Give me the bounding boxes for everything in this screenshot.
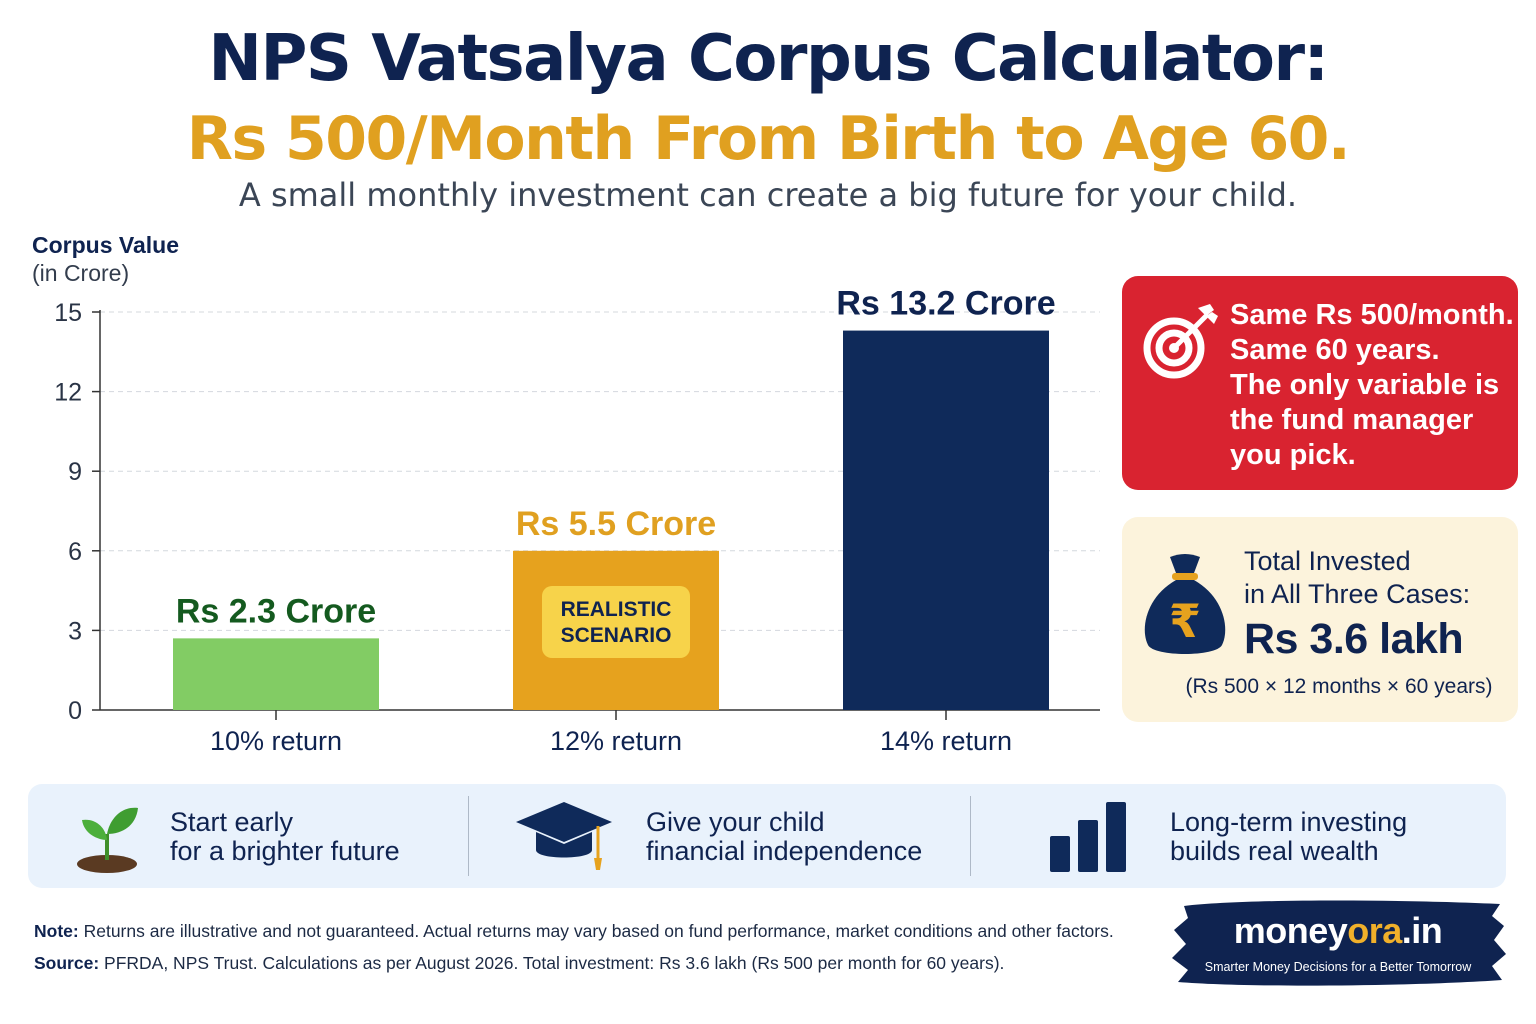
graduation-cap-icon bbox=[516, 802, 612, 870]
benefit-text: Give your child financial independence bbox=[646, 808, 922, 866]
brand-name-accent: ora bbox=[1347, 910, 1402, 951]
brand-brush-background bbox=[1172, 900, 1506, 986]
bar bbox=[173, 638, 379, 710]
source-text: PFRDA, NPS Trust. Calculations as per Au… bbox=[99, 953, 1005, 973]
note-text: Returns are illustrative and not guarant… bbox=[78, 921, 1114, 941]
benefit-line: Start early bbox=[170, 807, 294, 837]
corpus-bar-chart: 0 3 6 9 12 15 10% return Rs 2.3 Crore 12% return… bbox=[54, 285, 1100, 756]
benefit-line: builds real wealth bbox=[1170, 836, 1379, 866]
callout-text: Same Rs 500/month. Same 60 years. The on… bbox=[1230, 298, 1514, 473]
invested-formula: (Rs 500 × 12 months × 60 years) bbox=[1185, 675, 1493, 698]
invested-label: Total Invested in All Three Cases: bbox=[1244, 545, 1470, 611]
y-tick-label: 3 bbox=[68, 617, 82, 645]
data-label: Rs 2.3 Crore bbox=[176, 592, 376, 630]
scenario-badge-text: REALISTIC bbox=[561, 598, 672, 621]
data-label: Rs 13.2 Crore bbox=[836, 285, 1055, 323]
bar-chart-icon bbox=[1050, 802, 1126, 872]
y-axis-unit: (in Crore) bbox=[32, 260, 130, 286]
y-tick-label: 15 bbox=[54, 299, 82, 327]
x-tick-label: 14% return bbox=[880, 726, 1012, 756]
source-label: Source: bbox=[34, 953, 100, 973]
brand-name-part: .in bbox=[1401, 910, 1443, 951]
benefits-strip: Start early for a brighter future Give y… bbox=[28, 784, 1506, 888]
x-tick-label: 10% return bbox=[210, 726, 342, 756]
scenario-badge bbox=[542, 586, 690, 658]
total-invested-callout: ₹ Total Invested in All Three Cases: Rs … bbox=[1122, 517, 1518, 722]
divider bbox=[468, 796, 469, 876]
benefit-text: Start early for a brighter future bbox=[170, 808, 400, 866]
callout-line: you pick. bbox=[1230, 439, 1356, 471]
note-label: Note: bbox=[34, 921, 79, 941]
brand-tagline: Smarter Money Decisions for a Better Tom… bbox=[1204, 960, 1472, 974]
benefit-line: financial independence bbox=[646, 836, 923, 866]
data-label: Rs 5.5 Crore bbox=[516, 505, 716, 543]
scenario-badge-text: SCENARIO bbox=[561, 624, 672, 647]
y-tick-label: 9 bbox=[68, 458, 82, 486]
y-tick-label: 12 bbox=[54, 379, 82, 407]
divider bbox=[970, 796, 971, 876]
bar bbox=[843, 330, 1049, 710]
callout-line: Same 60 years. bbox=[1230, 334, 1440, 366]
y-axis-title: Corpus Value bbox=[32, 232, 179, 258]
svg-text:₹: ₹ bbox=[1169, 594, 1201, 648]
target-arrow-icon bbox=[1143, 304, 1218, 379]
callout-line: the fund manager bbox=[1230, 404, 1474, 436]
invested-label-line: Total Invested bbox=[1244, 546, 1411, 576]
y-tick-label: 6 bbox=[68, 538, 82, 566]
source-note: Source: PFRDA, NPS Trust. Calculations a… bbox=[34, 953, 1004, 974]
money-bag-rupee-icon: ₹ bbox=[1144, 554, 1226, 654]
benefit-text: Long-term investing builds real wealth bbox=[1170, 808, 1407, 866]
page-title-secondary: Rs 500/Month From Birth to Age 60. bbox=[186, 104, 1351, 174]
invested-amount: Rs 3.6 lakh bbox=[1244, 615, 1464, 663]
callout-line: Same Rs 500/month. bbox=[1230, 299, 1514, 331]
invested-label-line: in All Three Cases: bbox=[1244, 579, 1471, 609]
sprout-icon bbox=[77, 807, 138, 873]
page-title: NPS Vatsalya Corpus Calculator: bbox=[208, 22, 1329, 96]
y-tick-label: 0 bbox=[68, 697, 82, 725]
page-subtitle: A small monthly investment can create a … bbox=[238, 176, 1298, 214]
callout-line: The only variable is bbox=[1230, 369, 1500, 401]
benefit-line: Long-term investing bbox=[1170, 807, 1408, 837]
benefit-line: Give your child bbox=[646, 807, 825, 837]
benefit-line: for a brighter future bbox=[170, 836, 400, 866]
same-investment-callout: Same Rs 500/month. Same 60 years. The on… bbox=[1122, 276, 1518, 490]
x-tick-label: 12% return bbox=[550, 726, 682, 756]
disclaimer-note: Note: Returns are illustrative and not g… bbox=[34, 921, 1114, 942]
brand-logo[interactable]: moneyora.in bbox=[1170, 910, 1506, 952]
brand-name-part: money bbox=[1233, 910, 1348, 951]
